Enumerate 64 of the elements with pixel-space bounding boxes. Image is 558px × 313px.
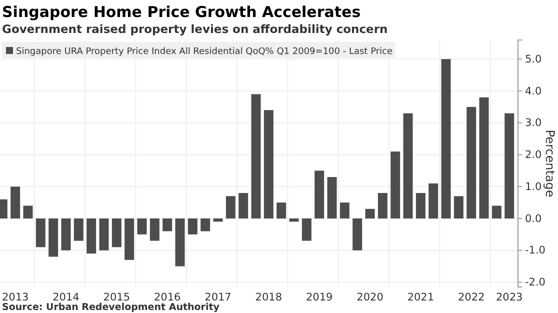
- y-tick-label: 2.0: [525, 149, 542, 162]
- bar: [504, 113, 514, 218]
- bar: [23, 206, 33, 218]
- y-tick-label: 1.0: [525, 180, 542, 193]
- bar: [264, 110, 274, 218]
- bar: [74, 218, 84, 241]
- bar: [466, 106, 476, 218]
- bar: [289, 218, 299, 222]
- bar: [86, 218, 96, 254]
- bar: [226, 196, 236, 218]
- x-tick-label: 2018: [255, 292, 282, 304]
- bar: [327, 177, 337, 218]
- y-tick-label: 0.0: [525, 212, 542, 225]
- bar: [61, 218, 71, 250]
- bar: [302, 218, 312, 241]
- bar: [428, 183, 438, 218]
- bar: [99, 218, 109, 250]
- x-tick-label: 2016: [154, 292, 181, 304]
- bar: [48, 218, 58, 257]
- y-tick-label: 5.0: [525, 53, 542, 66]
- x-tick-label: 2014: [52, 292, 80, 304]
- x-tick-label: 2017: [204, 292, 232, 304]
- x-tick-label: 2015: [103, 292, 130, 304]
- bar: [365, 208, 375, 218]
- source-note: Source: Urban Redevelopment Authority: [2, 302, 220, 313]
- bar: [10, 186, 20, 218]
- bar: [403, 113, 413, 218]
- bar: [238, 192, 248, 218]
- bar: [352, 218, 362, 250]
- x-tick-label: 2022: [458, 292, 485, 304]
- bar: [112, 218, 122, 248]
- bar: [441, 59, 451, 218]
- bar: [150, 218, 160, 241]
- x-tick-label: 2021: [407, 292, 434, 304]
- bar: [36, 218, 46, 248]
- chart-title: Singapore Home Price Growth Accelerates: [2, 3, 361, 21]
- bar: [378, 192, 388, 218]
- bar: [200, 218, 210, 232]
- bar: [213, 218, 223, 222]
- x-tick-label: 2020: [356, 292, 384, 304]
- bar: [479, 97, 489, 218]
- bar: [390, 152, 400, 218]
- bar: [137, 218, 147, 234]
- bar: [416, 192, 426, 218]
- y-tick-label: 4.0: [525, 85, 542, 98]
- chart-subtitle: Government raised property levies on affordability concern: [2, 22, 388, 36]
- bar: [251, 94, 261, 218]
- y-axis-title: Percentage: [543, 130, 557, 198]
- bar: [124, 218, 134, 260]
- bar: [340, 202, 350, 218]
- x-tick-label: 2023: [496, 292, 523, 304]
- bar: [454, 196, 464, 218]
- legend-label: Singapore URA Property Price Index All Residential QoQ% Q1 2009=100 - Last Price: [16, 47, 393, 57]
- y-tick-label: -2.0: [525, 276, 546, 289]
- bar: [175, 218, 185, 266]
- bar: [314, 170, 324, 218]
- bar: [188, 218, 198, 234]
- bar: [162, 218, 172, 232]
- bar: [492, 206, 502, 218]
- bar: [276, 202, 286, 218]
- y-tick-label: -1.0: [525, 244, 546, 257]
- x-tick-label: 2013: [2, 292, 29, 304]
- x-tick-label: 2019: [306, 292, 333, 304]
- y-tick-label: 3.0: [525, 117, 542, 130]
